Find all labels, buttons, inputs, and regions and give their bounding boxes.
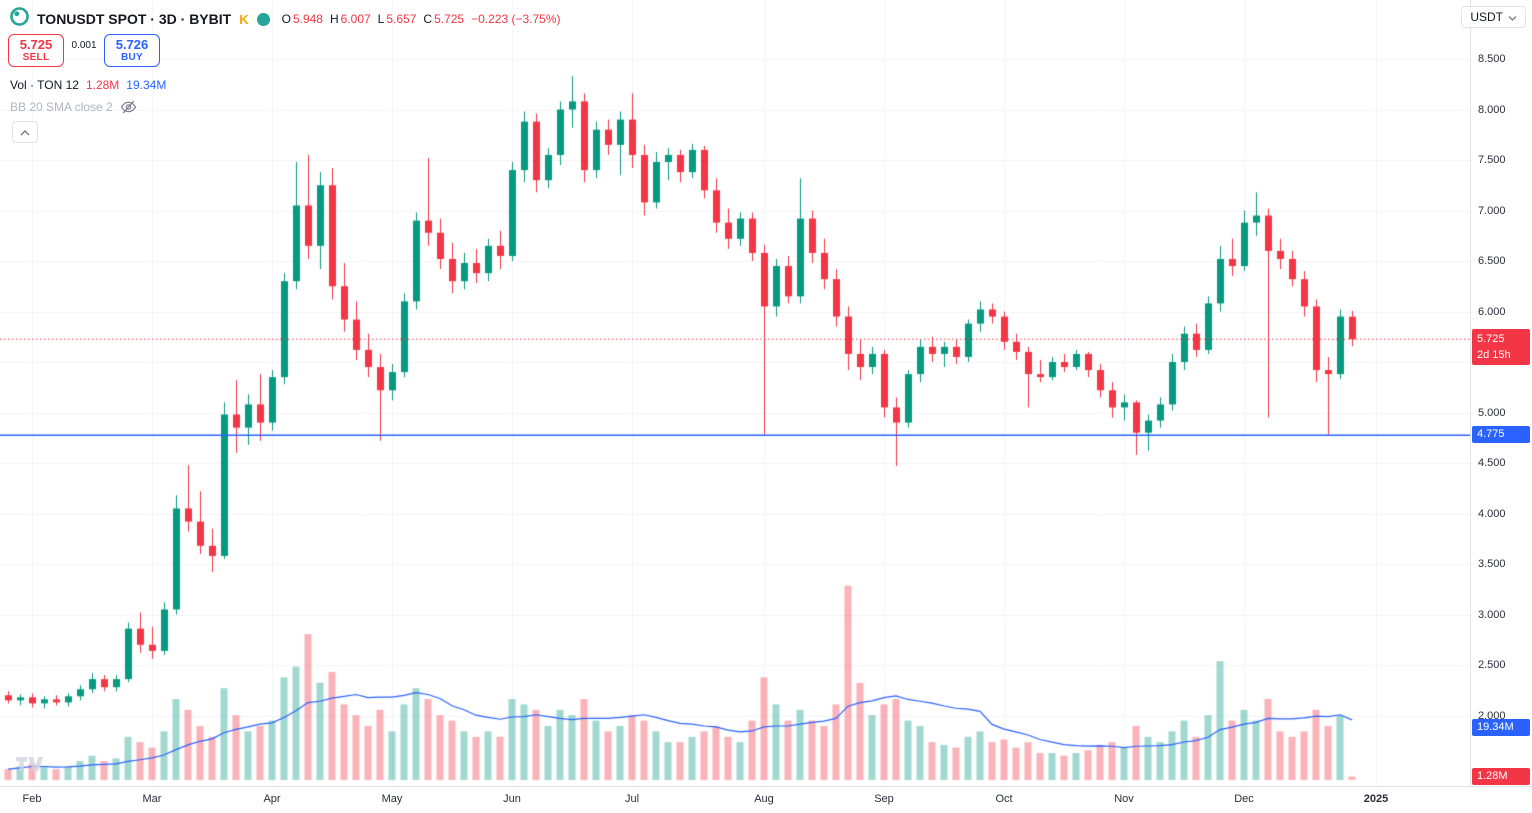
time-axis-label: Oct <box>995 793 1013 805</box>
low-label: L <box>377 12 385 26</box>
price-tick-label: 3.000 <box>1478 608 1506 621</box>
buy-price: 5.726 <box>115 37 149 52</box>
sell-button[interactable]: 5.725 SELL <box>8 34 64 67</box>
currency-label: USDT <box>1470 10 1503 24</box>
time-axis-label: Feb <box>22 793 42 805</box>
tradingview-watermark-icon <box>14 753 44 780</box>
volume-indicator-value: 1.28M <box>85 78 120 92</box>
chart-pane[interactable] <box>0 0 1470 786</box>
time-axis-label: Aug <box>754 793 774 805</box>
bb-indicator-row: BB 20 SMA close 2 <box>10 100 137 114</box>
time-axis-label: Nov <box>1114 793 1134 805</box>
time-axis-label: 2025 <box>1363 793 1389 805</box>
collapse-indicators-button[interactable] <box>12 121 38 143</box>
price-tick-label: 6.500 <box>1478 255 1506 267</box>
high-value: 6.007 <box>340 12 371 26</box>
price-tick-label: 2.000 <box>1478 709 1506 722</box>
chevron-up-icon <box>20 123 30 141</box>
candle-countdown: 2d 15h <box>1477 349 1511 362</box>
time-axis-label: Sep <box>874 793 894 805</box>
volume-indicator-title[interactable]: Vol · TON 12 <box>10 78 79 92</box>
ton-logo-icon <box>256 12 270 26</box>
bb-indicator-title[interactable]: BB 20 SMA close 2 <box>10 100 113 114</box>
symbol-logo-icon <box>10 7 29 31</box>
eye-slash-icon[interactable] <box>120 100 137 114</box>
volume-ma-value: 19.34M <box>126 78 167 92</box>
low-value: 5.657 <box>386 12 417 26</box>
change-value: −0.223 (−3.75%) <box>471 12 561 26</box>
level-line-badge: 4.775 <box>1472 426 1530 444</box>
open-value: 5.948 <box>292 12 323 26</box>
time-axis-label: Jul <box>624 793 640 805</box>
currency-button[interactable]: USDT <box>1461 6 1526 28</box>
chart-canvas[interactable] <box>0 0 1470 786</box>
sell-price: 5.725 <box>19 37 53 52</box>
time-axis-label: Jun <box>503 793 521 805</box>
time-axis-label: May <box>381 793 403 805</box>
buy-button[interactable]: 5.726 BUY <box>104 34 160 67</box>
open-label: O <box>281 12 291 26</box>
price-tick-label: 3.500 <box>1478 558 1506 570</box>
exchange-logo-icon: K <box>239 11 249 27</box>
price-tick-label: 2.500 <box>1478 659 1506 671</box>
high-label: H <box>329 12 339 26</box>
order-widget: 5.725 SELL 0.001 5.726 BUY <box>8 34 160 67</box>
time-axis-label: Mar <box>142 793 162 805</box>
close-value: 5.725 <box>434 12 465 26</box>
last-price-value: 5.725 <box>1477 333 1505 346</box>
price-tick-label: 7.000 <box>1478 204 1506 217</box>
time-axis-label: Dec <box>1234 793 1254 805</box>
price-tick-label: 8.500 <box>1478 53 1506 65</box>
volume-ma-badge: 19.34M <box>1472 718 1530 736</box>
price-tick-label: 4.000 <box>1478 507 1506 520</box>
volume-indicator-row: Vol · TON 12 1.28M 19.34M <box>10 78 166 92</box>
time-axis[interactable]: Feb Mar Apr May Jun Jul Aug Sep Oct Nov Dec 2025 <box>0 786 1532 813</box>
spread-value: 0.001 <box>71 40 97 51</box>
sell-label: SELL <box>22 52 50 63</box>
price-tick-label: 5.000 <box>1478 406 1506 419</box>
price-axis[interactable]: 5.725 2d 15h 4.775 19.34M 1.28M 8.500 8.0… <box>1470 0 1532 786</box>
last-price-badge: 5.725 2d 15h <box>1472 329 1530 366</box>
price-tick-label: 8.000 <box>1478 103 1506 116</box>
buy-label: BUY <box>120 52 143 63</box>
time-axis-label: Apr <box>263 793 281 805</box>
volume-badge: 1.28M <box>1472 767 1530 785</box>
price-tick-label: 6.000 <box>1478 305 1506 318</box>
ohlc-row: O 5.948 H 6.007 L 5.657 C 5.725 −0.223 (−3.7… <box>282 12 561 26</box>
price-tick-label: 4.500 <box>1478 457 1506 469</box>
symbol-header: TONUSDT SPOT · 3D · BYBIT K O 5.948 H 6.00… <box>10 7 561 31</box>
symbol-title[interactable]: TONUSDT SPOT · 3D · BYBIT <box>37 11 232 27</box>
price-tick-label: 7.500 <box>1478 154 1506 166</box>
chevron-down-icon <box>1508 10 1517 24</box>
close-label: C <box>423 12 433 26</box>
